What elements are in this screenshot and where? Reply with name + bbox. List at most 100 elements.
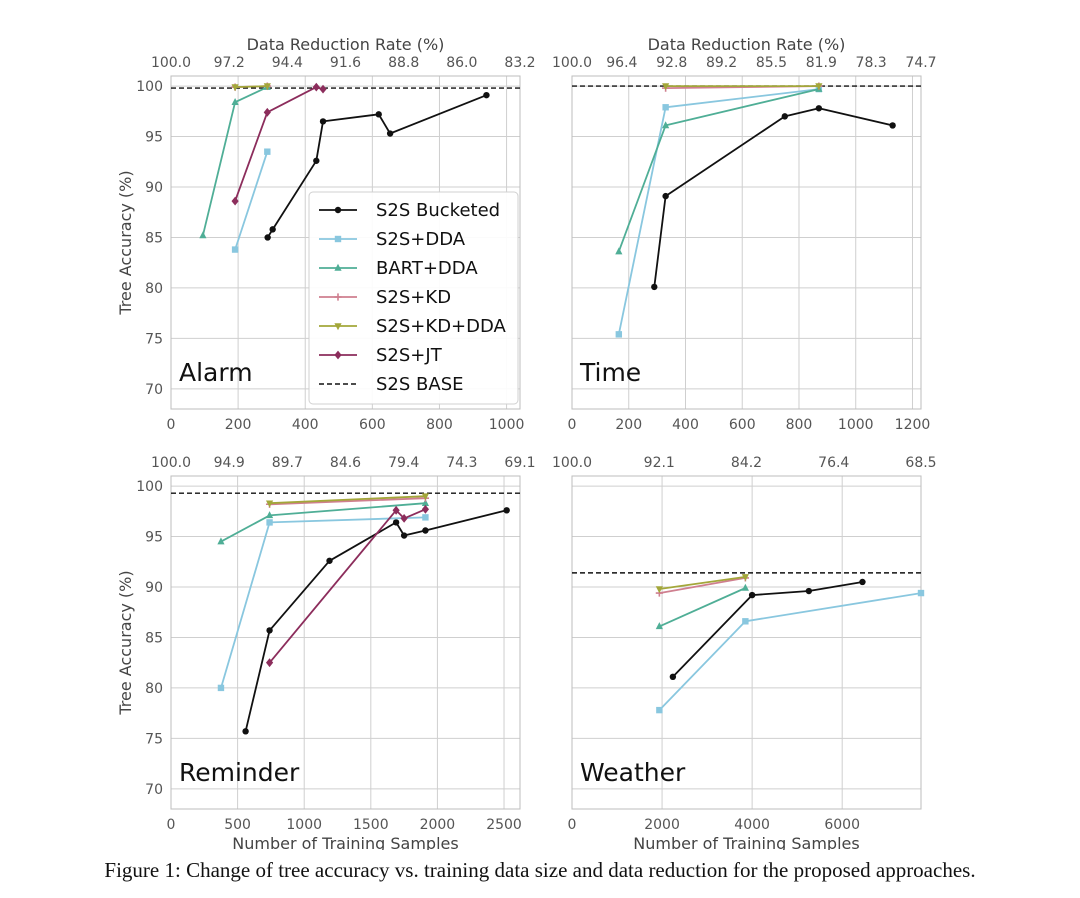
y-tick-label: 95 [145, 130, 163, 146]
data-point [319, 118, 327, 125]
data-point [217, 684, 225, 692]
data-point [263, 107, 271, 117]
data-point [386, 130, 394, 137]
data-point [375, 111, 382, 118]
y-tick-label: 90 [145, 580, 163, 596]
top-tick-label: 96.4 [606, 55, 637, 71]
legend-entry-s2s-plus-dda: S2S+DDA [319, 229, 466, 250]
top-tick-label: 83.2 [504, 55, 535, 71]
top-tick-label: 100.0 [151, 55, 191, 71]
x-tick-label: 2000 [644, 817, 680, 833]
plot-area [572, 76, 921, 409]
x-tick-label: 400 [292, 417, 319, 433]
y-axis-label: Tree Accuracy (%) [116, 170, 135, 315]
legend-marker [334, 293, 342, 301]
data-point [266, 519, 273, 526]
top-tick-label: 84.2 [731, 455, 762, 471]
y-tick-label: 70 [145, 382, 163, 398]
top-tick-label: 97.2 [214, 55, 245, 71]
legend-label: S2S Bucketed [376, 200, 500, 221]
data-point [199, 231, 207, 239]
series-s2s-bucketed [651, 105, 896, 291]
data-point [815, 105, 823, 112]
series-s2s-bucketed [264, 91, 490, 241]
data-point [319, 84, 327, 94]
panel-reminder: 0 500 1000 1500 2000 2500 70 75 80 85 90 95 100 100.0… [116, 455, 536, 850]
data-point [781, 113, 789, 120]
plot-frame [170, 75, 521, 410]
figure-caption: Figure 1: Change of tree accuracy vs. tr… [104, 858, 976, 882]
legend-label: S2S+KD [376, 287, 451, 308]
legend-entry-s2s-plus-kd: S2S+KD [319, 287, 451, 308]
top-axis-label: Data Reduction Rate (%) [648, 35, 846, 54]
top-tick-label: 85.5 [756, 55, 787, 71]
series-s2s-bucketed [242, 507, 510, 735]
legend-marker [334, 323, 342, 331]
data-point [742, 618, 749, 625]
data-point [217, 537, 225, 545]
x-tick-label: 200 [615, 417, 642, 433]
data-point [313, 157, 320, 164]
legend-entry-s2s-bucketed: S2S Bucketed [319, 200, 500, 221]
legend-entry-s2s-plus-kd-plus-dda: S2S+KD+DDA [319, 316, 507, 337]
x-tick-label: 400 [672, 417, 699, 433]
x-tick-label: 1000 [489, 417, 525, 433]
y-tick-label: 100 [136, 479, 163, 495]
data-point [615, 247, 623, 255]
data-point [662, 104, 669, 111]
series-s2s-plus-dda [231, 148, 271, 253]
top-tick-label: 74.7 [905, 55, 936, 71]
y-tick-label: 80 [145, 281, 163, 297]
data-point [400, 513, 408, 523]
panel-title: Weather [580, 758, 686, 787]
data-point [231, 246, 239, 253]
data-point [483, 91, 490, 99]
legend-label: S2S+KD+DDA [376, 316, 507, 337]
series-bart-plus-dda [217, 499, 430, 545]
legend-label: S2S+JT [376, 345, 443, 366]
y-tick-label: 75 [145, 331, 163, 347]
data-point [741, 574, 749, 582]
data-point [655, 586, 663, 594]
data-point [422, 527, 429, 534]
top-axis-label: Data Reduction Rate (%) [247, 35, 445, 54]
y-tick-label: 95 [145, 530, 163, 546]
data-point [421, 499, 430, 507]
data-point [421, 504, 430, 514]
top-tick-label: 78.3 [856, 55, 887, 71]
top-tick-label: 86.0 [446, 55, 477, 71]
data-point [503, 507, 510, 514]
x-tick-label: 1000 [838, 417, 874, 433]
x-tick-label: 0 [167, 417, 176, 433]
series-s2s-plus-kd-plus-dda [655, 574, 749, 594]
series-line-s2s-plus-kd [269, 497, 426, 506]
data-point [269, 226, 276, 233]
data-point [748, 591, 756, 599]
x-tick-label: 0 [167, 817, 176, 833]
data-point [265, 500, 274, 508]
series-line-s2s-plus-kd-plus-dda [235, 85, 268, 88]
plot-frame [170, 475, 521, 810]
data-point [859, 578, 866, 586]
series-line-s2s-plus-jt [234, 86, 324, 202]
data-point [400, 532, 408, 539]
data-point [917, 589, 925, 597]
series-bart-plus-dda [199, 82, 271, 239]
x-tick-label: 4000 [734, 817, 770, 833]
series-line-s2s-plus-kd-plus-dda [659, 576, 746, 590]
plot-area [572, 476, 921, 809]
data-point [662, 192, 669, 200]
plot-area [171, 476, 520, 809]
x-tick-label: 1200 [895, 417, 931, 433]
legend-entry-s2s-plus-jt: S2S+JT [319, 345, 443, 366]
data-point [422, 514, 429, 521]
data-point [655, 622, 663, 630]
series-s2s-bucketed [669, 578, 866, 681]
plot-frame [571, 475, 922, 810]
x-tick-label: 600 [359, 417, 386, 433]
data-point [266, 627, 273, 634]
legend-entry-bart-plus-dda: BART+DDA [319, 258, 478, 279]
series-line-bart-plus-dda [659, 587, 746, 628]
data-point [421, 493, 430, 501]
top-tick-label: 100.0 [552, 455, 592, 471]
